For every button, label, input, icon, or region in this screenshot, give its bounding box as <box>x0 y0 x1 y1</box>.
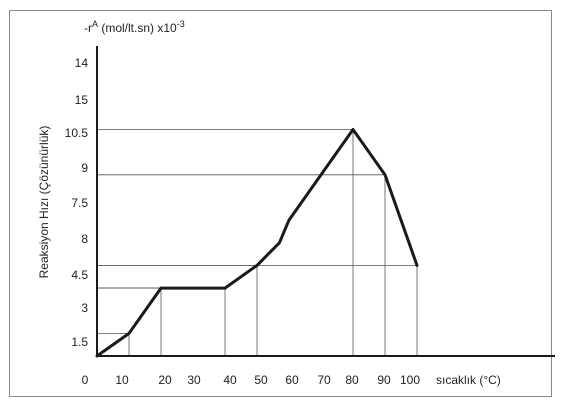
series-line <box>95 128 419 358</box>
reference-lines <box>97 129 418 356</box>
x-tick-label: 40 <box>223 373 237 387</box>
y-tick-label: 8 <box>81 232 88 246</box>
y-tick-label: 7.5 <box>71 196 88 210</box>
y-unit-r: -r <box>84 21 92 35</box>
y-unit-mid: (mol/lt.sn) x10 <box>98 21 177 35</box>
x-tick-labels: 0 10 20 30 40 50 60 70 80 90 100 <box>82 373 421 387</box>
x-tick-label: 20 <box>158 373 172 387</box>
x-tick-label: 50 <box>254 373 268 387</box>
y-unit-label: -rA (mol/lt.sn) x10-3 <box>84 19 185 35</box>
y-tick-label: 14 <box>75 56 89 70</box>
x-tick-label: 100 <box>400 373 420 387</box>
y-tick-label: 10.5 <box>65 126 89 140</box>
x-tick-label: 0 <box>82 373 89 387</box>
x-tick-label: 30 <box>187 373 201 387</box>
x-tick-label: 60 <box>285 373 299 387</box>
y-tick-label: 3 <box>81 301 88 315</box>
x-tick-label: 10 <box>115 373 129 387</box>
y-tick-label: 15 <box>75 93 89 107</box>
y-unit-exp: -3 <box>177 19 185 29</box>
y-tick-labels: 1.5 3 4.5 8 7.5 9 10.5 15 14 <box>65 56 89 349</box>
y-tick-label: 9 <box>81 161 88 175</box>
y-tick-label: 1.5 <box>71 335 88 349</box>
x-axis-label: sıcaklık (°C) <box>436 373 501 387</box>
x-tick-label: 90 <box>377 373 391 387</box>
y-tick-label: 4.5 <box>71 268 88 282</box>
y-unit-sup: A <box>92 19 98 29</box>
chart-frame <box>9 10 552 397</box>
y-axis-label: Reaksiyon Hızı (Çözünürlük) <box>37 126 51 279</box>
x-tick-label: 70 <box>317 373 331 387</box>
x-tick-label: 80 <box>345 373 359 387</box>
